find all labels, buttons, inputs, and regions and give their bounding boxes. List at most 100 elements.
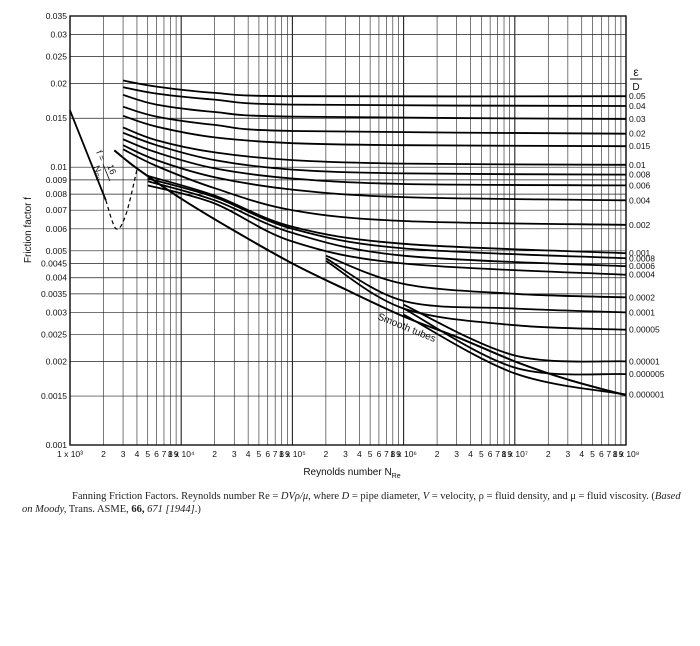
roughness-curve-label: 0.03 (629, 114, 646, 124)
laminar-lhs: f = (94, 149, 107, 162)
roughness-curve-label: 0.01 (629, 160, 646, 170)
roughness-curve (122, 86, 627, 107)
roughness-curve-label: 0.000005 (629, 369, 665, 379)
x-tick-label: 2 (324, 449, 329, 459)
roughness-curve (147, 175, 627, 255)
x-tick-label: 9 (507, 449, 512, 459)
x-tick-label: 5 (590, 449, 595, 459)
roughness-curve (147, 177, 627, 260)
x-tick-label: 3 (343, 449, 348, 459)
x-tick-label: 8 (502, 449, 507, 459)
y-axis-label: Friction factor f (23, 197, 34, 263)
y-tick-labels: 0.001 0.0015 0.002 0.0025 0.003 0.0035 0.004 0.… (41, 11, 67, 450)
y-tick-label: 0.009 (46, 175, 68, 185)
y-tick-label: 0.0045 (41, 259, 67, 269)
x-tick-label: 5 (368, 449, 373, 459)
x-tick-labels: 1 x 10³ 2 3 4 5 6 7 8 91 x 10⁴ 2 3 4 5 6 7 8 91 x 10⁵ 2 3 4… (57, 449, 640, 459)
x-tick-label: 4 (357, 449, 362, 459)
roughness-curve-label: 0.008 (629, 170, 651, 180)
y-tick-label: 0.01 (50, 162, 67, 172)
x-tick-label: 1 x 10⁷ (502, 449, 528, 459)
x-tick-label: 7 (384, 449, 389, 459)
x-tick-label: 2 (101, 449, 106, 459)
x-tick-label: 3 (454, 449, 459, 459)
x-tick-label: 2 (546, 449, 551, 459)
roughness-curve (122, 144, 627, 202)
y-tick-label: 0.002 (46, 356, 68, 366)
roughness-curve (122, 105, 627, 135)
x-tick-label: 3 (121, 449, 126, 459)
y-tick-label: 0.035 (46, 11, 68, 21)
roughness-header-denominator: D (632, 82, 639, 93)
roughness-curve (147, 184, 627, 276)
roughness-curve-label: 0.0008 (629, 253, 655, 263)
y-tick-label: 0.025 (46, 52, 68, 62)
x-tick-label: 7 (273, 449, 278, 459)
x-tick-label: 6 (265, 449, 270, 459)
y-tick-label: 0.006 (46, 224, 68, 234)
x-tick-label: 9 (619, 449, 624, 459)
roughness-curve-label: 0.00001 (629, 356, 660, 366)
roughness-curve (147, 180, 627, 268)
roughness-curve-label: 0.0001 (629, 307, 655, 317)
x-tick-label: 8 (279, 449, 284, 459)
y-tick-label: 0.03 (50, 30, 67, 40)
y-tick-label: 0.005 (46, 246, 68, 256)
smooth-tubes-curve (113, 149, 627, 397)
x-tick-label: 5 (257, 449, 262, 459)
x-tick-label: 4 (246, 449, 251, 459)
x-tick-label: 8 (168, 449, 173, 459)
x-tick-label: 9 (396, 449, 401, 459)
plot-frame (69, 15, 627, 446)
roughness-curve-label: 0.05 (629, 91, 646, 101)
y-tick-label: 0.0015 (41, 391, 67, 401)
roughness-curve (325, 260, 627, 331)
x-tick-label: 4 (468, 449, 473, 459)
roughness-curve (403, 303, 627, 363)
x-tick-label: 6 (154, 449, 159, 459)
roughness-curve-label: 0.04 (629, 101, 646, 111)
roughness-curve (122, 114, 627, 148)
y-tick-label: 0.007 (46, 205, 68, 215)
roughness-curve (122, 138, 627, 187)
roughness-curve-label: 0.0002 (629, 292, 655, 302)
x-tick-label: 8 (390, 449, 395, 459)
x-tick-label: 1 x 10⁶ (390, 449, 417, 459)
x-tick-label: 6 (488, 449, 493, 459)
roughness-curve-label: 0.001 (629, 248, 651, 258)
roughness-curve (122, 94, 627, 120)
roughness-curves (69, 79, 627, 397)
roughness-curve (325, 254, 627, 299)
y-tick-label: 0.008 (46, 189, 68, 199)
roughness-curve (122, 131, 627, 176)
laminar-line (69, 110, 107, 201)
x-tick-label: 3 (232, 449, 237, 459)
x-tick-label: 3 (565, 449, 570, 459)
roughness-curve-label: 0.006 (629, 180, 651, 190)
laminar-denominator: NRe (90, 164, 107, 182)
roughness-curve-label: 0.015 (629, 141, 651, 151)
laminar-fraction-bar (102, 164, 111, 182)
y-tick-label: 0.004 (46, 273, 68, 283)
roughness-curve (122, 79, 627, 98)
x-axis-label: Reynolds number NRe (303, 467, 400, 480)
roughness-curve-label: 0.002 (629, 220, 651, 230)
x-tick-label: 9 (285, 449, 290, 459)
friction-factor-chart: 1 x 10³ 2 3 4 5 6 7 8 91 x 10⁴ 2 3 4 5 6 7 8 91 x 10⁵ 2 3 4… (23, 11, 665, 480)
x-tick-label: 5 (145, 449, 150, 459)
y-tick-label: 0.0035 (41, 289, 67, 299)
y-tick-label: 0.003 (46, 307, 68, 317)
roughness-curve-label: 0.0004 (629, 270, 655, 280)
x-tick-label: 2 (212, 449, 217, 459)
roughness-curve (122, 126, 627, 166)
x-tick-label: 7 (606, 449, 611, 459)
x-tick-label: 8 (613, 449, 618, 459)
y-tick-label: 0.0025 (41, 329, 67, 339)
roughness-header-numerator: ε (633, 65, 639, 79)
x-tick-label: 7 (495, 449, 500, 459)
x-tick-label: 6 (599, 449, 604, 459)
x-tick-label: 6 (377, 449, 382, 459)
x-tick-label: 5 (479, 449, 484, 459)
x-tick-label: 1 x 10⁸ (613, 449, 640, 459)
x-tick-label: 9 (174, 449, 179, 459)
